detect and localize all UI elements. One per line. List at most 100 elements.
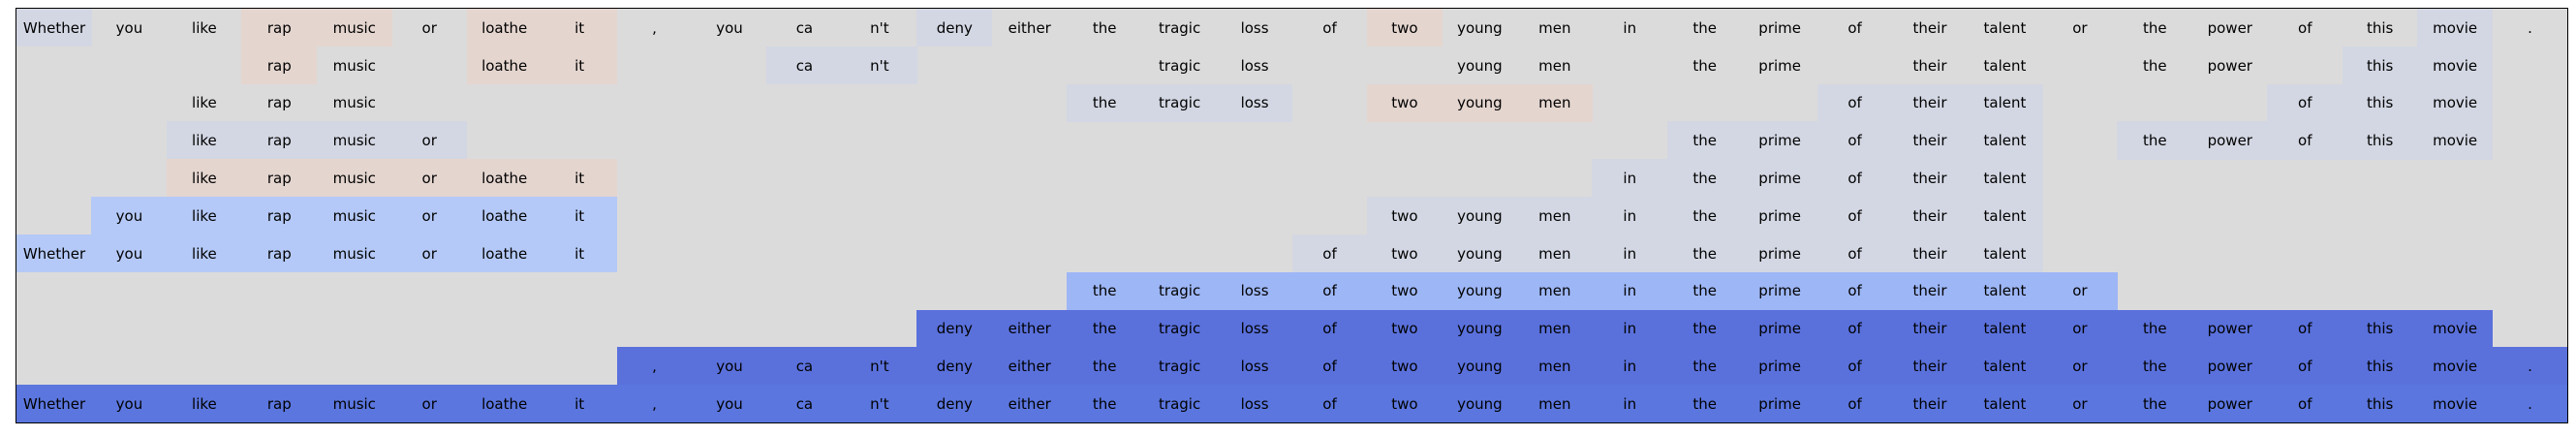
token-cell: music — [316, 121, 392, 160]
token-cell: rap — [241, 46, 318, 85]
token-cell: their — [1912, 56, 1947, 75]
token-cell: the — [2117, 309, 2193, 348]
token-cell: or — [391, 159, 468, 198]
token-cell: the — [2143, 56, 2167, 75]
token-cell: like — [192, 18, 217, 37]
token-cell: of — [1816, 309, 1893, 348]
token-cell: rap — [241, 385, 318, 422]
token-cell: of — [1816, 121, 1893, 160]
token-cell: movie — [2417, 347, 2494, 386]
token-cell: of — [1816, 197, 1893, 235]
token-cell: of — [1291, 234, 1368, 273]
token-cell: the — [1666, 121, 1743, 160]
token-cell: in — [1592, 234, 1668, 273]
token-cell: this — [2342, 385, 2418, 422]
token-cell: two — [1366, 9, 1443, 47]
token-cell: the — [1692, 18, 1718, 37]
token-cell: or — [2041, 309, 2118, 348]
token-cell: deny — [916, 309, 993, 348]
token-cell: . — [2492, 385, 2567, 422]
token-cell: of — [1291, 309, 1368, 348]
token-cell: two — [1366, 83, 1443, 123]
token-cell: of — [1816, 385, 1893, 422]
token-cell: or — [391, 234, 468, 273]
token-cell: ca — [766, 385, 843, 422]
token-cell: loss — [1217, 309, 1293, 348]
token-cell: Whether — [16, 385, 93, 422]
token-cell: tragic — [1159, 18, 1201, 37]
token-cell: in — [1623, 18, 1637, 37]
token-cell: the — [1067, 271, 1143, 311]
token-cell: loathe — [466, 197, 543, 235]
token-cell: this — [2342, 46, 2418, 85]
token-cell: or — [391, 197, 468, 235]
token-cell: it — [542, 9, 618, 47]
token-cell: movie — [2417, 309, 2494, 348]
token-cell: tragic — [1141, 83, 1218, 123]
token-cell: it — [542, 234, 618, 273]
token-cell: men — [1516, 197, 1593, 235]
token-cell: talent — [1967, 309, 2043, 348]
token-cell: n't — [870, 18, 889, 37]
token-cell: two — [1366, 309, 1443, 348]
token-cell: . — [2528, 18, 2532, 37]
token-cell: in — [1592, 197, 1668, 235]
token-cell: loss — [1217, 347, 1293, 386]
token-cell: in — [1592, 347, 1668, 386]
token-cell: this — [2342, 309, 2418, 348]
token-cell: the — [1666, 271, 1743, 311]
token-cell: n't — [841, 46, 917, 85]
token-cell: either — [991, 385, 1068, 422]
token-cell: rap — [241, 9, 318, 47]
token-cell: n't — [841, 347, 917, 386]
token-cell: , — [616, 347, 693, 386]
token-cell: talent — [1967, 234, 2043, 273]
token-cell: of — [1816, 234, 1893, 273]
token-cell: movie — [2417, 121, 2494, 160]
token-cell: men — [1516, 271, 1593, 311]
token-cell: . — [2492, 347, 2567, 386]
token-cell: men — [1538, 18, 1571, 37]
token-cell: men — [1538, 56, 1571, 75]
token-cell: talent — [1967, 271, 2043, 311]
token-cell: deny — [916, 347, 993, 386]
token-cell: loss — [1217, 83, 1293, 123]
token-cell: young — [1442, 385, 1518, 422]
token-cell: like — [192, 94, 217, 112]
token-cell: of — [2267, 83, 2343, 123]
token-cell: ca — [795, 18, 814, 37]
token-cell: movie — [2417, 9, 2494, 47]
token-cell: in — [1592, 385, 1668, 422]
token-cell: young — [1442, 347, 1518, 386]
token-cell: loathe — [466, 46, 543, 85]
token-cell: prime — [1742, 271, 1818, 311]
token-cell: two — [1366, 271, 1443, 311]
token-cell: prime — [1742, 234, 1818, 273]
token-cell: the — [1666, 385, 1743, 422]
token-cell: their — [1892, 159, 1969, 198]
token-cell: their — [1892, 309, 1969, 348]
token-cell: the — [1067, 385, 1143, 422]
token-cell: the — [1092, 18, 1117, 37]
token-cell: prime — [1742, 197, 1818, 235]
token-cell: tragic — [1141, 309, 1218, 348]
token-cell: music — [316, 9, 392, 47]
token-cell: their — [1892, 385, 1969, 422]
token-cell: you — [91, 197, 168, 235]
token-cell: two — [1366, 234, 1443, 273]
token-cell: power — [2207, 56, 2252, 75]
token-cell: ca — [766, 347, 843, 386]
token-cell: the — [1666, 347, 1743, 386]
token-cell: , — [616, 385, 693, 422]
token-cell: in — [1592, 159, 1668, 198]
token-cell: rap — [241, 197, 318, 235]
token-cell: loathe — [466, 385, 543, 422]
token-cell: or — [391, 385, 468, 422]
token-cell: of — [2267, 309, 2343, 348]
token-cell: deny — [916, 385, 993, 422]
token-cell: prime — [1742, 121, 1818, 160]
token-cell: Whether — [16, 234, 93, 273]
token-cell: young — [1457, 56, 1503, 75]
token-cell: you — [91, 385, 168, 422]
token-cell: in — [1592, 271, 1668, 311]
